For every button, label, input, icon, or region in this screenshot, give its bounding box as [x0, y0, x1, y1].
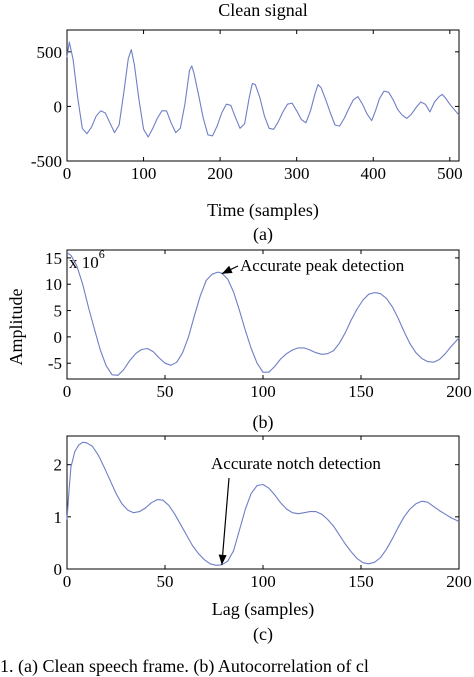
chart-a-xtick-label: 400: [361, 164, 387, 183]
chart-a-xtick-label: 0: [63, 164, 72, 183]
chart-c-xtick-label: 150: [348, 572, 374, 591]
chart-c-plot: 0 50 100 150 200 0 1 2 Accurate notch detection: [54, 435, 472, 591]
chart-b-multiplier-exponent: 6: [99, 247, 105, 261]
chart-a-subcaption: (a): [253, 224, 273, 245]
chart-a-ytick-label: 500: [37, 43, 63, 62]
chart-c-xtick-label: 50: [157, 572, 174, 591]
chart-b-subcaption: (b): [253, 412, 274, 433]
chart-c-subcaption: (c): [253, 624, 273, 645]
chart-c-xtick-label: 0: [63, 572, 72, 591]
chart-b-ytick-label: 10: [45, 275, 62, 294]
figure-caption: 1. (a) Clean speech frame. (b) Autocorre…: [0, 656, 369, 677]
chart-b-xtick-label: 200: [446, 382, 472, 401]
chart-b-series-line: [66, 252, 460, 376]
chart-b-xtick-label: 0: [63, 382, 72, 401]
chart-a-series-line: [66, 41, 460, 138]
chart-c-annotation-arrowhead: [218, 554, 227, 565]
chart-a-frame: [66, 29, 460, 162]
chart-b-ytick-label: 0: [54, 328, 63, 347]
chart-b-ytick-label: 15: [45, 249, 62, 268]
chart-b-annotation-arrowhead: [221, 265, 233, 274]
chart-b-multiplier: x 106: [69, 247, 105, 272]
chart-a-xtick-label: 100: [131, 164, 157, 183]
chart-a-ytick-label: 0: [54, 97, 63, 116]
chart-c-ytick-label: 2: [54, 456, 63, 475]
chart-a-xlabel: Time (samples): [207, 200, 319, 221]
chart-c-xtick-label: 200: [446, 572, 472, 591]
chart-b-xtick-label: 150: [348, 382, 374, 401]
chart-b-xtick-label: 100: [250, 382, 276, 401]
chart-a-xtick-label: 300: [284, 164, 310, 183]
chart-b-ylabel: Amplitude: [6, 288, 26, 365]
chart-c-annotation-arrow: [221, 477, 230, 565]
chart-c-annotation-text: Accurate notch detection: [211, 454, 381, 473]
chart-c-series-line: [66, 441, 460, 566]
chart-c-ytick-label: 0: [54, 560, 63, 579]
chart-b-ytick-label: 5: [54, 302, 63, 321]
chart-b-xtick-label: 50: [157, 382, 174, 401]
chart-c-ytick-label: 1: [54, 508, 63, 527]
chart-a-title: Clean signal: [218, 0, 307, 20]
chart-a-ytick-label: -500: [31, 152, 62, 171]
chart-a-xtick-label: 200: [207, 164, 233, 183]
chart-b-annotation-text: Accurate peak detection: [240, 256, 405, 275]
chart-b-multiplier-base: x 10: [69, 253, 99, 272]
chart-c-xlabel: Lag (samples): [212, 599, 314, 620]
chart-b-ytick-label: -5: [48, 354, 62, 373]
chart-a-xtick-label: 500: [437, 164, 463, 183]
chart-c-xtick-label: 100: [250, 572, 276, 591]
